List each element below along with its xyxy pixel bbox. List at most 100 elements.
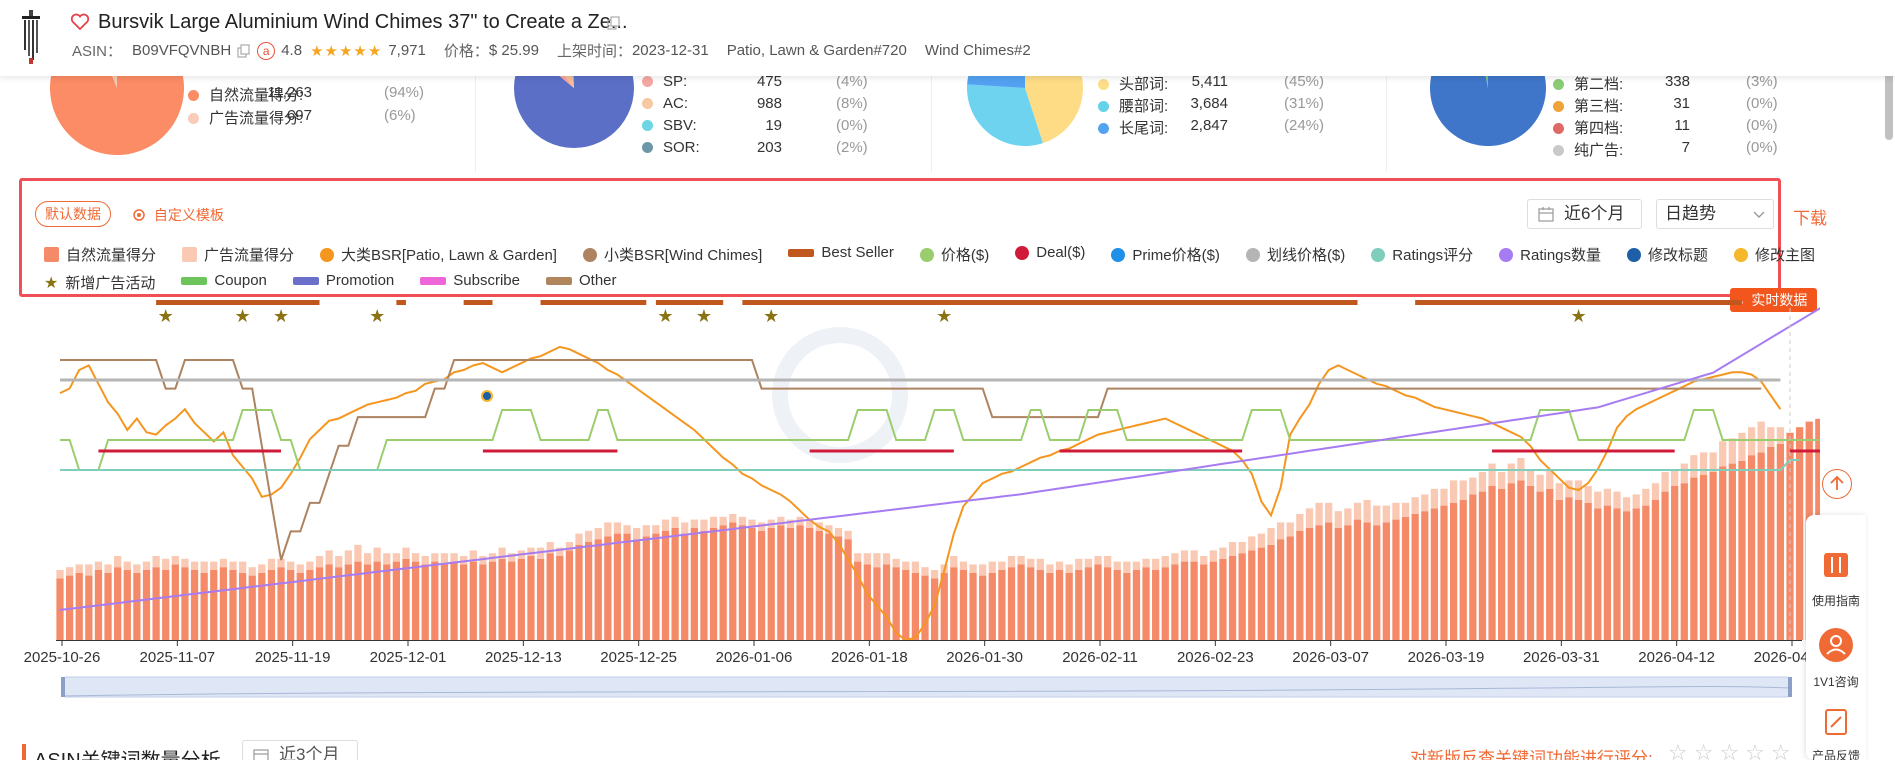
bar-organic-score[interactable] bbox=[306, 570, 314, 640]
bar-organic-score[interactable] bbox=[719, 525, 727, 640]
bar-organic-score[interactable] bbox=[1546, 488, 1554, 640]
bar-organic-score[interactable] bbox=[690, 528, 698, 640]
bar-ad-score[interactable] bbox=[1584, 486, 1592, 503]
bar-organic-score[interactable] bbox=[267, 570, 276, 640]
bar-organic-score[interactable] bbox=[1767, 446, 1775, 640]
bar-organic-score[interactable] bbox=[200, 572, 208, 640]
bar-ad-score[interactable] bbox=[863, 553, 871, 565]
bar-ad-score[interactable] bbox=[1152, 558, 1160, 570]
bar-ad-score[interactable] bbox=[911, 561, 920, 573]
bar-ad-score[interactable] bbox=[421, 556, 429, 565]
bar-ad-score[interactable] bbox=[142, 561, 151, 570]
bar-ad-score[interactable] bbox=[1190, 550, 1198, 562]
bar-ad-score[interactable] bbox=[267, 558, 276, 570]
bar-ad-score[interactable] bbox=[834, 528, 843, 537]
bar-organic-score[interactable] bbox=[1738, 460, 1746, 640]
series-line[interactable] bbox=[60, 409, 1820, 471]
bar-organic-score[interactable] bbox=[488, 561, 497, 640]
bar-organic-score[interactable] bbox=[1411, 514, 1419, 640]
bar-organic-score[interactable] bbox=[248, 575, 256, 640]
bar-ad-score[interactable] bbox=[104, 564, 112, 573]
bar-ad-score[interactable] bbox=[950, 556, 958, 568]
ad-campaign-star-icon[interactable]: ★ bbox=[235, 306, 251, 326]
bar-organic-score[interactable] bbox=[921, 575, 929, 640]
bar-ad-score[interactable] bbox=[1719, 441, 1727, 467]
bar-organic-score[interactable] bbox=[546, 553, 554, 640]
bar-organic-score[interactable] bbox=[75, 572, 83, 640]
bar-organic-score[interactable] bbox=[411, 561, 420, 640]
bar-ad-score[interactable] bbox=[171, 556, 179, 565]
back-to-top-button[interactable] bbox=[1822, 469, 1852, 499]
bar-organic-score[interactable] bbox=[1449, 502, 1458, 640]
bar-organic-score[interactable] bbox=[181, 567, 189, 640]
bar-organic-score[interactable] bbox=[85, 575, 93, 640]
bar-ad-score[interactable] bbox=[882, 553, 891, 565]
bar-organic-score[interactable] bbox=[1296, 530, 1304, 640]
bar-organic-score[interactable] bbox=[1036, 570, 1044, 640]
bar-organic-score[interactable] bbox=[460, 564, 468, 640]
bar-organic-score[interactable] bbox=[104, 572, 112, 640]
bar-organic-score[interactable] bbox=[1219, 558, 1227, 640]
legend-item[interactable]: 价格($) bbox=[919, 244, 989, 265]
bar-organic-score[interactable] bbox=[1622, 511, 1631, 640]
category-rank[interactable]: Patio, Lawn & Garden#720 bbox=[726, 42, 907, 59]
bar-organic-score[interactable] bbox=[1257, 547, 1266, 640]
bar-organic-score[interactable] bbox=[152, 567, 160, 640]
bar-ad-score[interactable] bbox=[623, 525, 631, 534]
bar-organic-score[interactable] bbox=[1709, 472, 1717, 640]
bar-organic-score[interactable] bbox=[210, 570, 218, 640]
bar-ad-score[interactable] bbox=[1651, 483, 1660, 500]
bar-organic-score[interactable] bbox=[1334, 528, 1342, 640]
best-seller-period[interactable] bbox=[655, 300, 724, 305]
bar-organic-score[interactable] bbox=[142, 570, 151, 640]
bar-ad-score[interactable] bbox=[969, 564, 977, 573]
bar-ad-score[interactable] bbox=[1594, 491, 1602, 509]
bar-organic-score[interactable] bbox=[1488, 486, 1496, 640]
bar-organic-score[interactable] bbox=[498, 558, 506, 640]
bar-organic-score[interactable] bbox=[1190, 561, 1198, 640]
bar-organic-score[interactable] bbox=[911, 572, 920, 640]
bar-ad-score[interactable] bbox=[1767, 427, 1775, 447]
bar-ad-score[interactable] bbox=[709, 516, 718, 528]
bar-ad-score[interactable] bbox=[921, 567, 929, 576]
bar-ad-score[interactable] bbox=[1546, 469, 1554, 489]
bar-organic-score[interactable] bbox=[930, 578, 939, 640]
zoom-handle-right[interactable] bbox=[1788, 677, 1792, 697]
bar-organic-score[interactable] bbox=[1238, 553, 1246, 640]
bar-organic-score[interactable] bbox=[979, 575, 987, 640]
bar-organic-score[interactable] bbox=[959, 570, 968, 640]
bar-ad-score[interactable] bbox=[825, 525, 833, 534]
ad-campaign-star-icon[interactable]: ★ bbox=[1570, 306, 1586, 326]
bar-ad-score[interactable] bbox=[1296, 514, 1304, 531]
bar-organic-score[interactable] bbox=[1594, 508, 1602, 640]
download-button[interactable]: 下载 bbox=[1793, 209, 1827, 228]
bar-ad-score[interactable] bbox=[1238, 542, 1246, 554]
bar-organic-score[interactable] bbox=[421, 564, 429, 640]
bar-ad-score[interactable] bbox=[546, 542, 554, 554]
bar-organic-score[interactable] bbox=[892, 567, 900, 640]
bar-organic-score[interactable] bbox=[431, 561, 439, 640]
bar-ad-score[interactable] bbox=[902, 561, 910, 570]
bar-ad-score[interactable] bbox=[1065, 564, 1073, 573]
bar-organic-score[interactable] bbox=[1180, 561, 1189, 640]
bar-ad-score[interactable] bbox=[1603, 488, 1612, 506]
bar-ad-score[interactable] bbox=[642, 525, 650, 537]
bar-organic-score[interactable] bbox=[1046, 572, 1054, 640]
bar-organic-score[interactable] bbox=[642, 536, 650, 640]
bar-organic-score[interactable] bbox=[1200, 564, 1208, 640]
bar-ad-score[interactable] bbox=[1382, 505, 1390, 523]
bar-ad-score[interactable] bbox=[1305, 508, 1314, 528]
bar-ad-score[interactable] bbox=[1555, 483, 1563, 500]
bar-organic-score[interactable] bbox=[171, 564, 179, 640]
bar-organic-score[interactable] bbox=[1555, 500, 1563, 640]
bar-ad-score[interactable] bbox=[411, 553, 420, 562]
bar-organic-score[interactable] bbox=[1613, 508, 1621, 640]
bar-organic-score[interactable] bbox=[998, 570, 1006, 640]
bar-ad-score[interactable] bbox=[690, 519, 698, 528]
bar-organic-score[interactable] bbox=[623, 533, 631, 640]
bar-organic-score[interactable] bbox=[229, 570, 237, 640]
bar-organic-score[interactable] bbox=[1392, 519, 1400, 640]
bar-organic-score[interactable] bbox=[1469, 494, 1477, 640]
bar-ad-score[interactable] bbox=[114, 556, 122, 568]
bar-organic-score[interactable] bbox=[1421, 511, 1429, 640]
